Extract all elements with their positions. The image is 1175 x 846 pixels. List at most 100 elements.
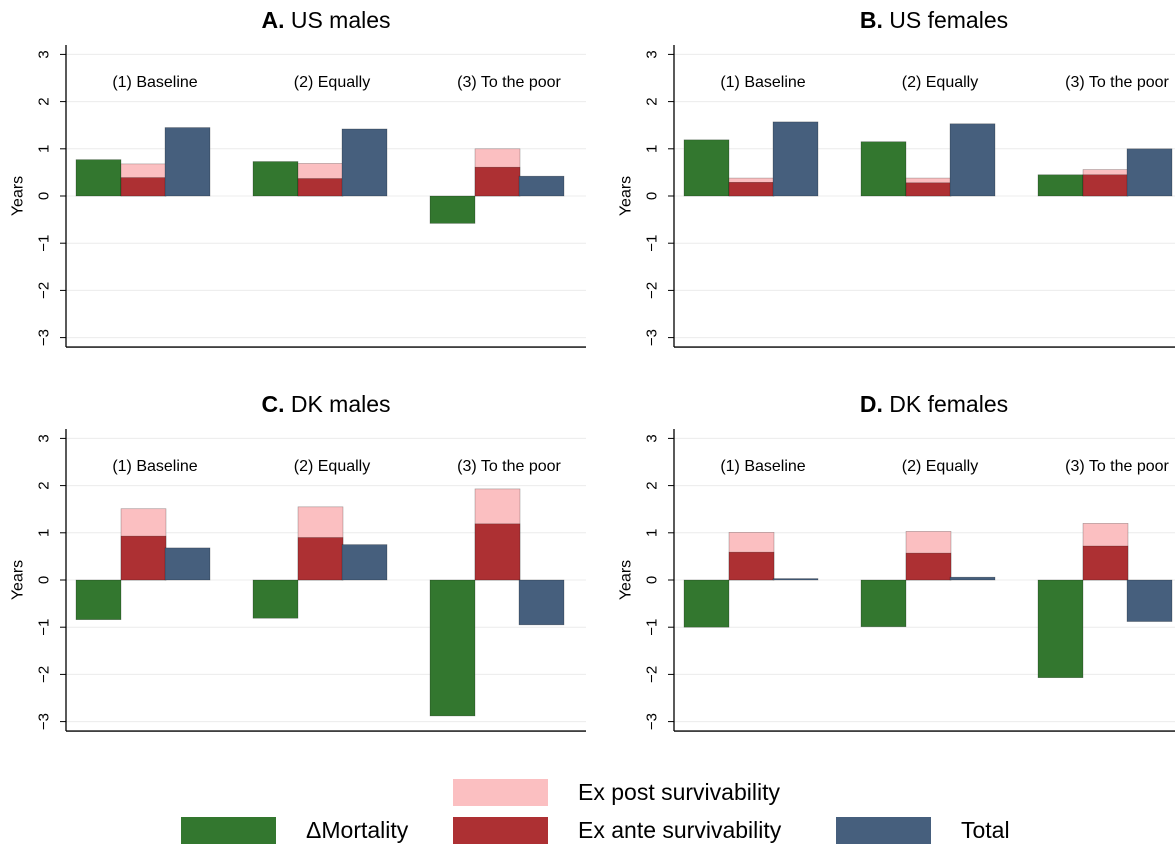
legend-label-ex-post: Ex post survivability (578, 778, 780, 805)
panel-title: C. DK males (261, 391, 390, 417)
y-tick-label: −1 (644, 235, 661, 252)
group-label: (3) To the poor (1065, 458, 1169, 475)
panel-title-text: DK males (291, 391, 391, 417)
bar-ex-ante-survivability (297, 178, 344, 197)
bar-ex-ante-survivability (728, 182, 775, 197)
panel-title-text: US females (889, 7, 1008, 33)
bar-ex-ante-survivability (120, 177, 167, 197)
group-label: (3) To the poor (1065, 74, 1169, 91)
y-tick-label: 2 (36, 97, 53, 105)
panel-title-text: US males (291, 7, 391, 33)
group-label: (1) Baseline (720, 458, 805, 475)
y-axis-label: Years (618, 560, 635, 600)
legend-swatch-mortality (181, 816, 276, 844)
group-label: (1) Baseline (720, 74, 805, 91)
bar-mortality (429, 195, 476, 224)
bar-mortality (860, 141, 907, 197)
figure-canvas: −3 −2 −1 0 1 2 3 Years A. US males (1) Baseline (2… (10, 7, 1175, 732)
y-tick-label: −3 (36, 713, 53, 730)
panel-b-us-females: −3 −2 −1 0 1 2 3 Years B. US females (1) Baseline… (618, 7, 1175, 348)
panel-letter: C. (261, 391, 290, 417)
bar-ex-ante-survivability (905, 552, 952, 581)
bar-ex-ante-survivability (1082, 545, 1129, 581)
y-tick-label: 0 (644, 576, 661, 584)
y-tick-label: 1 (36, 529, 53, 537)
y-tick-label: 2 (644, 481, 661, 489)
bar-ex-ante-survivability (474, 166, 521, 197)
y-tick-label: −2 (644, 666, 661, 683)
legend-label-mortality: ΔMortality (306, 816, 409, 843)
y-tick-label: 1 (36, 145, 53, 153)
y-tick-label: 1 (644, 145, 661, 153)
y-tick-label: −3 (36, 329, 53, 346)
bar-total (1126, 148, 1173, 197)
legend-swatch-total (836, 816, 931, 844)
bar-mortality (683, 579, 730, 628)
y-axis-label: Years (10, 176, 27, 216)
group-label: (2) Equally (294, 458, 370, 475)
group-label: (1) Baseline (112, 458, 197, 475)
bar-total (164, 127, 211, 197)
panel-title: D. DK females (860, 391, 1008, 417)
bar-mortality (252, 579, 299, 619)
group-label: (3) To the poor (457, 74, 561, 91)
group-label: (2) Equally (902, 74, 978, 91)
y-tick-label: −1 (36, 619, 53, 636)
group-label: (1) Baseline (112, 74, 197, 91)
bar-total (518, 579, 565, 626)
bar-mortality (75, 159, 122, 197)
bar-mortality (429, 579, 476, 717)
group-label: (3) To the poor (457, 458, 561, 475)
y-tick-label: 3 (36, 50, 53, 58)
legend-item-mortality: ΔMortality (181, 815, 408, 845)
legend-label-ex-ante: Ex ante survivability (578, 816, 782, 843)
y-tick-label: 0 (36, 192, 53, 200)
legend-item-ex-post: Ex post survivability (453, 777, 780, 807)
panel-letter: B. (860, 7, 889, 33)
bar-total (1126, 579, 1173, 622)
y-tick-label: 0 (36, 576, 53, 584)
legend-label-total: Total (961, 816, 1010, 843)
panel-title: A. US males (261, 7, 390, 33)
y-tick-label: 1 (644, 529, 661, 537)
legend: Ex post survivability ΔMortality Ex ante… (0, 770, 1175, 846)
bar-total (518, 175, 565, 197)
bar-ex-ante-survivability (728, 551, 775, 581)
y-tick-label: −1 (36, 235, 53, 252)
y-tick-label: −3 (644, 329, 661, 346)
bar-total (772, 121, 819, 197)
panel-letter: D. (860, 391, 889, 417)
bar-mortality (75, 579, 122, 620)
bar-total (164, 547, 211, 581)
bar-mortality (1037, 174, 1084, 197)
bar-ex-ante-survivability (1082, 174, 1129, 197)
y-tick-label: 3 (36, 434, 53, 442)
y-tick-label: 2 (644, 97, 661, 105)
panel-title-text: DK females (889, 391, 1008, 417)
panel-c-dk-males: −3 −2 −1 0 1 2 3 Years C. DK males (1) Baseline (2… (10, 391, 586, 732)
group-label: (2) Equally (902, 458, 978, 475)
y-tick-label: −1 (644, 619, 661, 636)
y-tick-label: 3 (644, 434, 661, 442)
y-tick-label: −3 (644, 713, 661, 730)
panel-letter: A. (261, 7, 290, 33)
panel-title: B. US females (860, 7, 1008, 33)
y-axis-label: Years (618, 176, 635, 216)
y-tick-label: −2 (36, 282, 53, 299)
bar-total (341, 128, 388, 197)
y-tick-label: 0 (644, 192, 661, 200)
bar-ex-ante-survivability (905, 182, 952, 197)
bar-ex-ante-survivability (120, 535, 167, 581)
legend-swatch-ex-post (453, 778, 548, 806)
bar-total (341, 544, 388, 581)
bar-ex-ante-survivability (297, 537, 344, 581)
bar-total (949, 576, 996, 581)
legend-swatch-ex-ante (453, 816, 548, 844)
bar-mortality (683, 139, 730, 197)
bar-ex-ante-survivability (474, 523, 521, 581)
bar-mortality (252, 161, 299, 197)
bar-mortality (860, 579, 907, 628)
bar-total (949, 123, 996, 197)
y-tick-label: 3 (644, 50, 661, 58)
legend-item-total: Total (836, 815, 1010, 845)
